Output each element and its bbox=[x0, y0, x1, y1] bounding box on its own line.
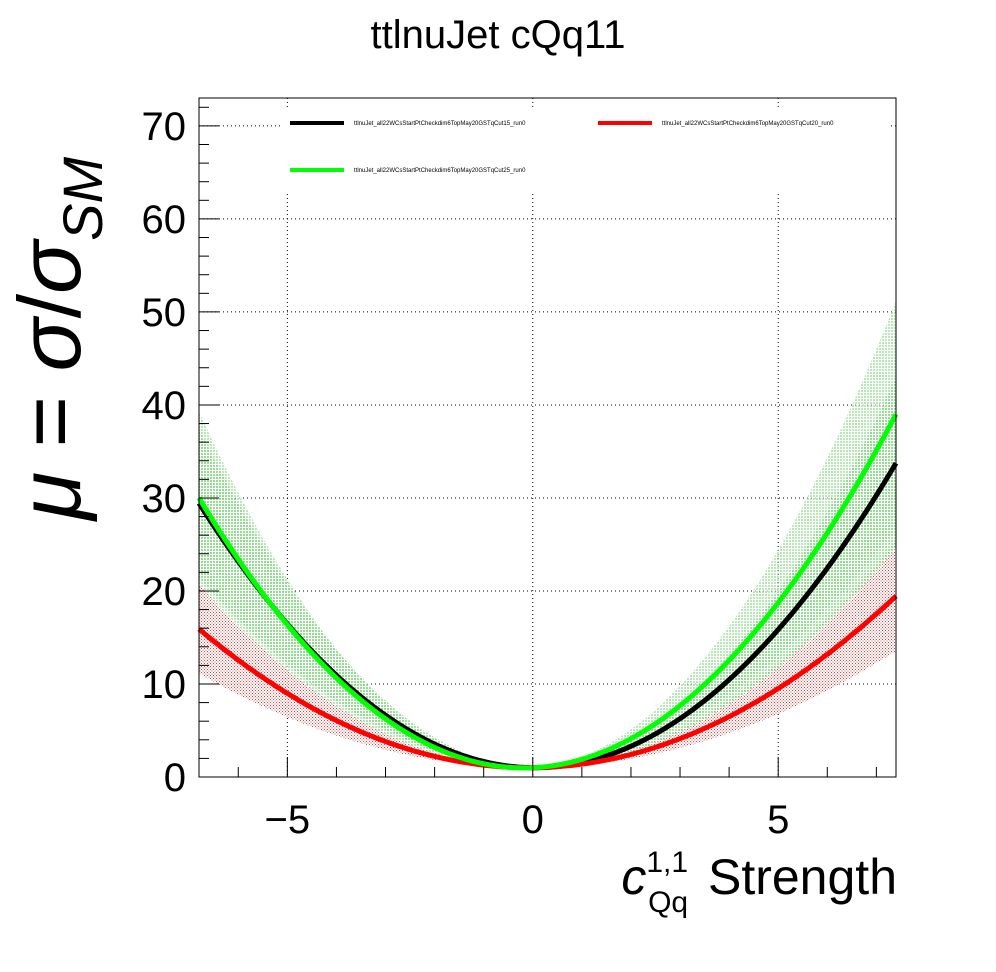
x-tick-label-2: 5 bbox=[767, 798, 789, 842]
uncertainty-band-2 bbox=[199, 301, 896, 768]
y-tick-label-0: 0 bbox=[164, 756, 186, 800]
y-axis-label-mu: μ bbox=[0, 472, 99, 522]
y-tick-label-3: 30 bbox=[142, 477, 187, 521]
legend-label-2: ttlnuJet_all22WCsStartPtCheckdim6TopMay2… bbox=[354, 168, 526, 174]
legend-label-0: ttlnuJet_all22WCsStartPtCheckdim6TopMay2… bbox=[354, 121, 526, 127]
y-axis-label: μ = σ/σSM bbox=[0, 157, 114, 522]
y-tick-label-2: 20 bbox=[142, 570, 187, 614]
legend-label-1: ttlnuJet_all22WCsStartPtCheckdim6TopMay2… bbox=[662, 121, 834, 127]
x-axis-label-sup: 1,1 bbox=[646, 846, 688, 879]
legend: ttlnuJet_all22WCsStartPtCheckdim6TopMay2… bbox=[280, 108, 890, 194]
y-tick-label-5: 50 bbox=[142, 291, 187, 335]
x-axis-label-main: c bbox=[621, 849, 646, 905]
y-tick-label-1: 10 bbox=[142, 663, 187, 707]
y-axis-label-eq: = bbox=[0, 371, 99, 471]
x-axis-label-rest: Strength bbox=[694, 849, 897, 905]
uncertainty-band-1 bbox=[199, 541, 896, 768]
x-tick-label-0: −5 bbox=[265, 798, 311, 842]
y-tick-label-6: 60 bbox=[142, 198, 187, 242]
series-curves bbox=[196, 413, 899, 771]
x-axis-label-sub: Qq bbox=[648, 886, 688, 919]
y-tick-label-7: 70 bbox=[142, 105, 187, 149]
y-tick-label-4: 40 bbox=[142, 384, 187, 428]
y-axis-label-sub: SM bbox=[51, 157, 114, 241]
x-tick-label-1: 0 bbox=[522, 798, 544, 842]
chart-title: ttlnuJet cQq11 bbox=[371, 13, 626, 57]
series-line-2 bbox=[196, 413, 899, 771]
y-axis-label-sigma: σ bbox=[0, 315, 99, 371]
legend-background bbox=[280, 108, 890, 194]
y-axis-label-slash: / bbox=[0, 293, 99, 318]
uncertainty-bands bbox=[199, 301, 896, 768]
plot-frame bbox=[198, 97, 897, 778]
x-axis-label: c1,1 Qq Strength bbox=[621, 846, 897, 919]
y-axis-label-sigma2: σ bbox=[0, 238, 99, 294]
